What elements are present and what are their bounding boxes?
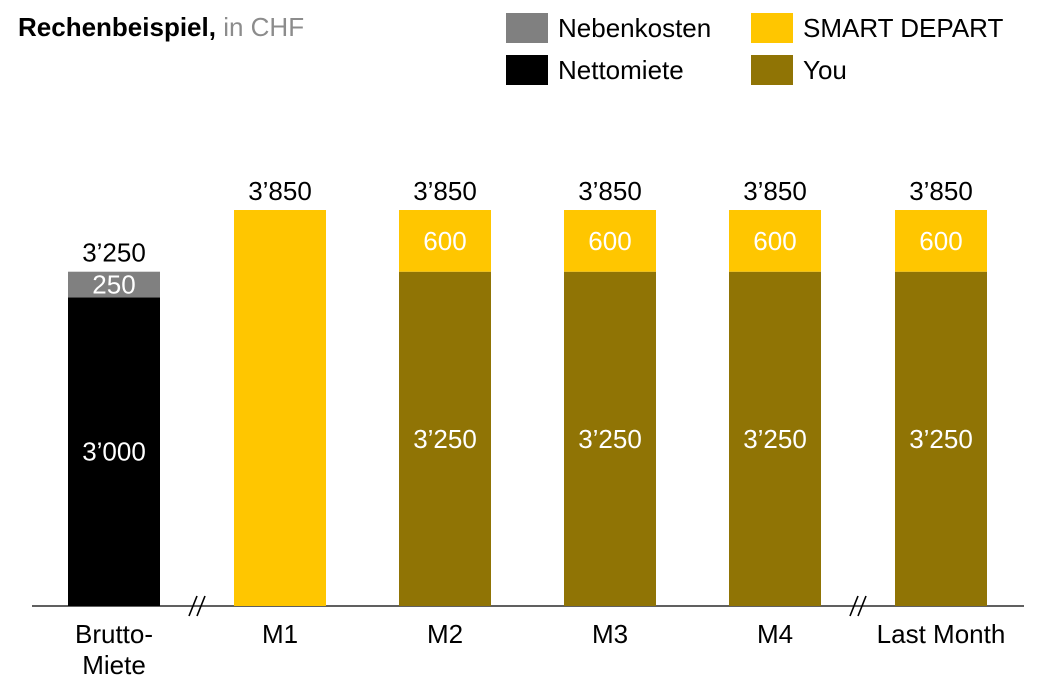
legend-swatch-you xyxy=(751,55,793,85)
bar-3-you xyxy=(399,271,491,606)
bar-5-you xyxy=(729,271,821,606)
chart-title: Rechenbeispiel, in CHF xyxy=(18,12,304,43)
total-label-6: 3’850 xyxy=(909,176,973,206)
total-label-2: 3’850 xyxy=(248,176,312,206)
total-label-4: 3’850 xyxy=(578,176,642,206)
bar-5-smart-depart xyxy=(729,210,821,272)
legend-item-nettomiete: Nettomiete xyxy=(506,53,684,87)
segment-label-3-you: 3’250 xyxy=(413,424,477,454)
legend-label-nebenkosten: Nebenkosten xyxy=(558,12,712,43)
bar-4-smart-depart xyxy=(564,210,656,272)
category-label-5: M4 xyxy=(757,619,793,649)
chart-title-unit: in CHF xyxy=(215,12,305,42)
bar-3-smart-depart xyxy=(399,210,491,272)
legend-item-smart-depart: SMART DEPART xyxy=(751,11,1003,45)
segment-label-3-smart-depart: 600 xyxy=(423,226,466,256)
axis-break-2 xyxy=(849,595,867,617)
legend-label-smart-depart: SMART DEPART xyxy=(803,12,1004,43)
legend-item-you: You xyxy=(751,53,847,87)
total-label-3: 3’850 xyxy=(413,176,477,206)
segment-label-6-smart-depart: 600 xyxy=(919,226,962,256)
segment-label-4-you: 3’250 xyxy=(578,424,642,454)
legend-item-nebenkosten: Nebenkosten xyxy=(506,11,711,45)
legend-swatch-nettomiete xyxy=(506,55,548,85)
bar-6-smart-depart xyxy=(895,210,987,272)
total-label-5: 3’850 xyxy=(743,176,807,206)
bar-6-you xyxy=(895,271,987,606)
legend-swatch-smart-depart xyxy=(751,13,793,43)
segment-label-4-smart-depart: 600 xyxy=(588,226,631,256)
segment-label-5-you: 3’250 xyxy=(743,424,807,454)
chart-title-main: Rechenbeispiel, xyxy=(18,12,216,42)
segment-label-1-nebenkosten: 250 xyxy=(92,270,135,300)
axis-break-1 xyxy=(188,595,206,617)
bar-1-nebenkosten xyxy=(68,271,160,298)
category-label-4: M3 xyxy=(592,619,628,649)
category-label-6: Last Month xyxy=(877,619,1006,649)
segment-label-1-nettomiete: 3’000 xyxy=(82,437,146,467)
category-label-3: M2 xyxy=(427,619,463,649)
bar-4-you xyxy=(564,271,656,606)
total-label-1: 3’250 xyxy=(82,238,146,268)
segment-label-5-smart-depart: 600 xyxy=(753,226,796,256)
bar-1-nettomiete xyxy=(68,297,160,606)
category-label-1: Brutto-Miete xyxy=(75,619,153,680)
bar-2-smart-depart xyxy=(234,210,326,606)
legend-swatch-nebenkosten xyxy=(506,13,548,43)
category-label-2: M1 xyxy=(262,619,298,649)
legend-label-you: You xyxy=(803,54,847,85)
segment-label-6-you: 3’250 xyxy=(909,424,973,454)
legend-label-nettomiete: Nettomiete xyxy=(558,54,684,85)
